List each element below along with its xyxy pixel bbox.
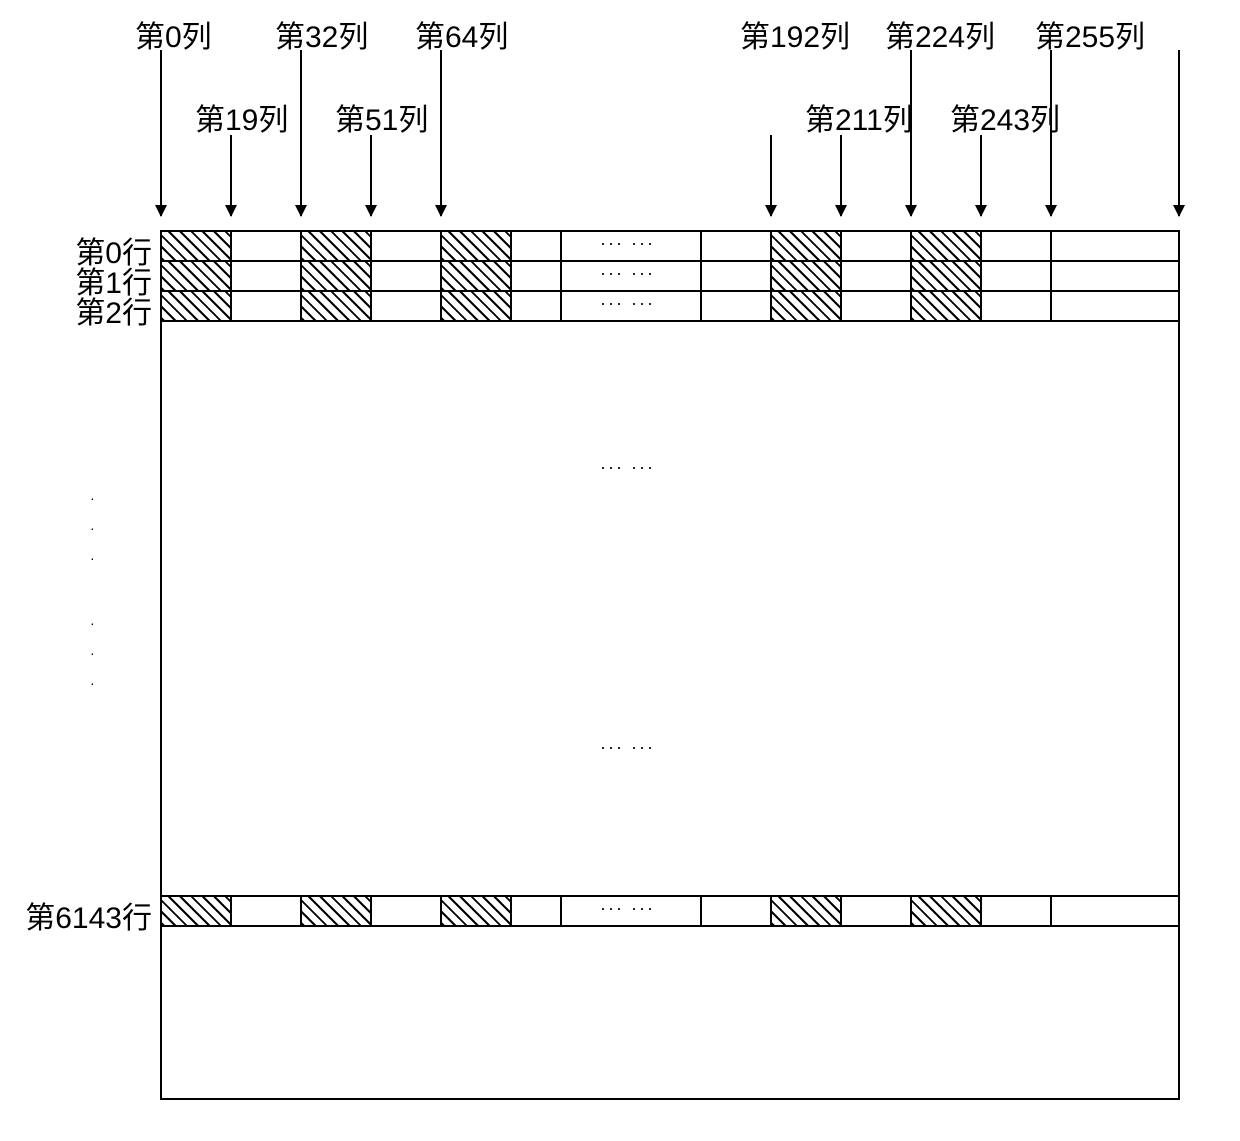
hatch-cell: [912, 897, 980, 925]
hatch-cell: [302, 232, 370, 260]
col-line: [980, 895, 982, 925]
col-line: [700, 230, 702, 320]
col-line: [560, 895, 562, 925]
col-label-mid: 第19列: [195, 95, 288, 139]
vdot: ·: [90, 675, 95, 691]
col-line: [510, 230, 512, 320]
grid-outer: [160, 230, 1180, 1100]
hatch-cell: [772, 232, 840, 260]
ellipsis: ··· ···: [600, 263, 655, 284]
ellipsis: ··· ···: [600, 293, 655, 314]
col-line: [1178, 895, 1180, 925]
memory-grid-diagram: 第0列第32列第64列第192列第224列第255列第19列第51列第211列第…: [0, 0, 1240, 1141]
col-arrow: [160, 50, 162, 216]
col-line: [370, 895, 372, 925]
vdot: ·: [90, 490, 95, 506]
col-label-mid: 第51列: [335, 95, 428, 139]
row-label: 第2行: [75, 288, 152, 332]
hatch-cell: [442, 292, 510, 320]
ellipsis: ··· ···: [600, 457, 655, 478]
ellipsis: ··· ···: [600, 233, 655, 254]
col-arrow: [980, 135, 982, 216]
hatch-cell: [912, 262, 980, 290]
col-line: [1050, 895, 1052, 925]
hatch-cell: [912, 292, 980, 320]
col-label-top: 第64列: [415, 12, 508, 56]
col-line: [1050, 230, 1052, 320]
hatch-cell: [162, 262, 230, 290]
col-line: [370, 230, 372, 320]
col-label-mid: 第243列: [950, 95, 1060, 139]
hatch-cell: [442, 262, 510, 290]
hatch-cell: [162, 232, 230, 260]
col-line: [560, 230, 562, 320]
col-arrow: [910, 50, 912, 216]
hatch-cell: [442, 897, 510, 925]
col-arrow: [840, 135, 842, 216]
col-label-top: 第32列: [275, 12, 368, 56]
row-line: [160, 320, 1180, 322]
col-arrow: [770, 135, 772, 216]
col-label-mid: 第211列: [805, 95, 913, 139]
ellipsis: ··· ···: [600, 898, 655, 919]
col-line: [840, 895, 842, 925]
col-line: [700, 895, 702, 925]
vdot: ·: [90, 645, 95, 661]
hatch-cell: [912, 232, 980, 260]
vdot: ·: [90, 615, 95, 631]
col-line: [1178, 230, 1180, 320]
col-line: [840, 230, 842, 320]
hatch-cell: [442, 232, 510, 260]
col-label-top: 第192列: [740, 12, 850, 56]
hatch-cell: [772, 292, 840, 320]
vdot: ·: [90, 520, 95, 536]
row-label: 第6143行: [25, 893, 152, 937]
col-arrow: [1178, 50, 1180, 216]
col-arrow: [370, 135, 372, 216]
col-label-top: 第0列: [135, 12, 212, 56]
col-label-top: 第224列: [885, 12, 995, 56]
hatch-cell: [302, 292, 370, 320]
hatch-cell: [772, 897, 840, 925]
col-arrow: [440, 50, 442, 216]
col-line: [510, 895, 512, 925]
hatch-cell: [302, 262, 370, 290]
col-line: [980, 230, 982, 320]
col-line: [230, 895, 232, 925]
hatch-cell: [302, 897, 370, 925]
col-line: [230, 230, 232, 320]
col-arrow: [1050, 50, 1052, 216]
ellipsis: ··· ···: [600, 737, 655, 758]
hatch-cell: [772, 262, 840, 290]
vdot: ·: [90, 550, 95, 566]
hatch-cell: [162, 292, 230, 320]
row-line: [160, 925, 1180, 927]
col-arrow: [230, 135, 232, 216]
hatch-cell: [162, 897, 230, 925]
col-arrow: [300, 50, 302, 216]
